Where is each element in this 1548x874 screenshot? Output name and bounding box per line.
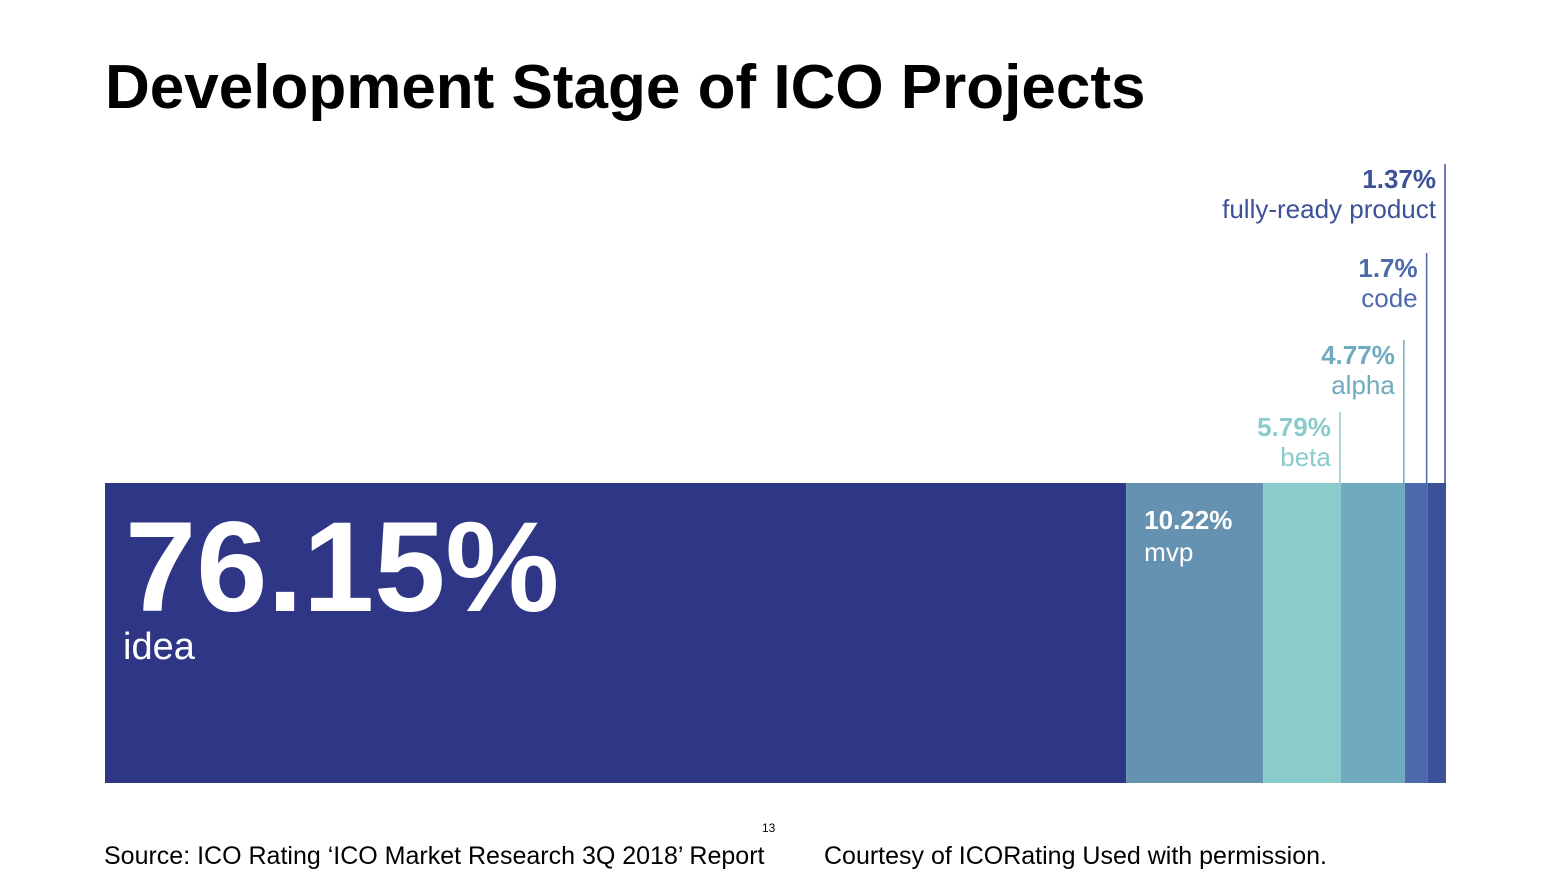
data-label-value-idea: 76.15%	[125, 496, 559, 639]
bar-segment-code	[1404, 483, 1428, 783]
bar-segment-mvp	[1126, 483, 1264, 783]
data-label-value-alpha: 4.77%	[1321, 340, 1395, 370]
data-label-value-beta: 5.79%	[1257, 412, 1331, 442]
page-number: 13	[762, 821, 776, 835]
data-label-category-alpha: alpha	[1331, 370, 1395, 400]
courtesy-note: Courtesy of ICORating Used with permissi…	[824, 842, 1327, 870]
source-citation: Source: ICO Rating ‘ICO Market Research …	[104, 842, 765, 870]
data-label-category-beta: beta	[1280, 442, 1331, 472]
data-label-category-idea: idea	[123, 626, 196, 668]
data-label-value-mvp: 10.22%	[1144, 505, 1232, 535]
bar-segment-idea	[105, 483, 1127, 783]
bar-segment-fully-ready-product	[1427, 483, 1446, 783]
data-label-category-code: code	[1361, 283, 1417, 313]
bar-segment-beta	[1263, 483, 1341, 783]
data-label-category-mvp: mvp	[1144, 537, 1193, 567]
data-label-value-fully-ready-product: 1.37%	[1362, 164, 1436, 194]
bar-segment-alpha	[1340, 483, 1405, 783]
slide-title: Development Stage of ICO Projects	[105, 53, 1146, 122]
data-label-category-fully-ready-product: fully-ready product	[1222, 194, 1437, 224]
data-label-value-code: 1.7%	[1358, 253, 1417, 283]
